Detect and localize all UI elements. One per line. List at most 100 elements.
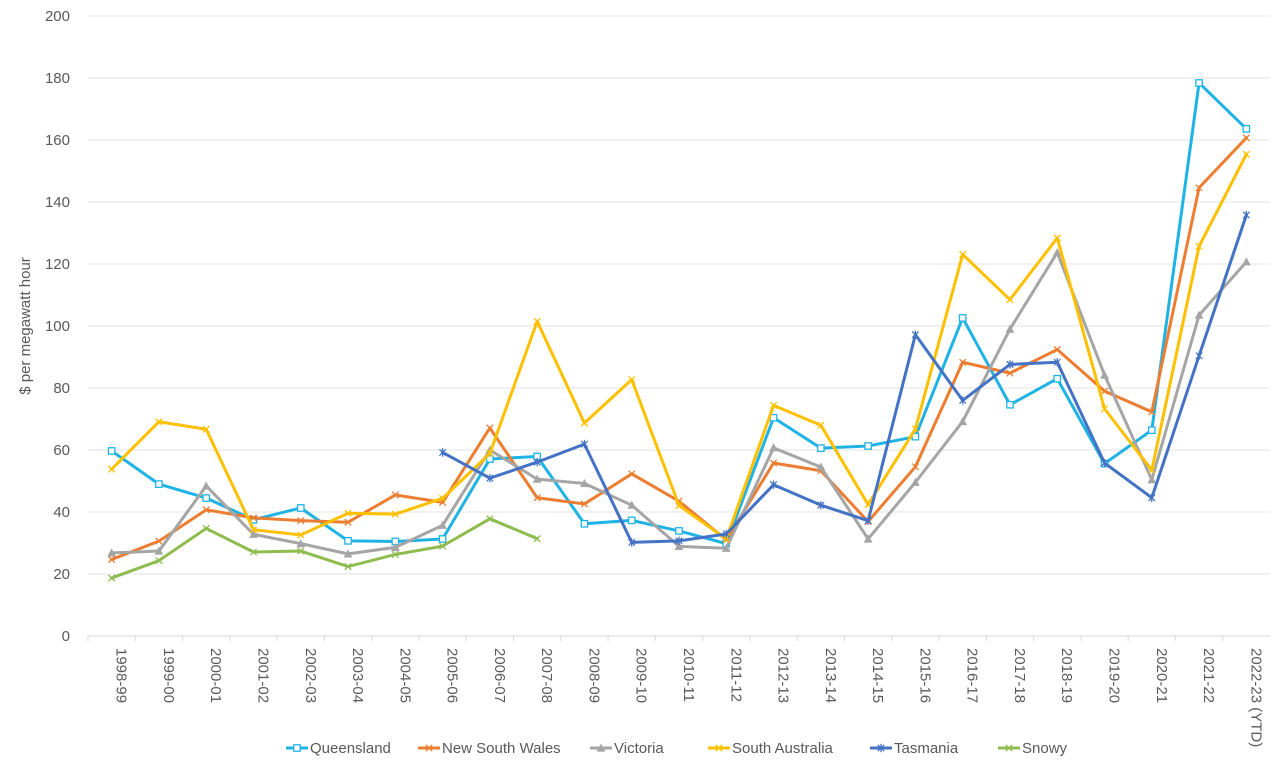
x-tick-label: 2019-20 [1106, 648, 1123, 703]
data-point [293, 744, 301, 752]
legend: Queensland New South Wales Victoria South A… [286, 740, 1068, 757]
data-point [864, 442, 872, 450]
series-new-south-wales [107, 134, 1251, 564]
data-point [1006, 295, 1014, 304]
data-point [864, 516, 872, 525]
data-point [1242, 150, 1251, 158]
data-point [1053, 358, 1061, 367]
x-tick-label: 2000-01 [207, 648, 224, 703]
data-point [1241, 257, 1251, 266]
x-tick-label: 2010-11 [680, 648, 697, 702]
data-point [390, 542, 400, 551]
legend-item: Snowy [998, 740, 1068, 757]
data-point [533, 317, 541, 326]
data-point [816, 462, 826, 471]
y-tick-label: 20 [53, 566, 70, 583]
y-tick-label: 40 [53, 504, 70, 521]
x-tick-label: 2015-16 [916, 648, 933, 703]
data-point [1100, 405, 1109, 413]
data-point [959, 358, 967, 366]
x-tick-label: 2009-10 [633, 648, 650, 703]
x-tick-label: 2021-22 [1200, 648, 1217, 703]
x-tick-label: 2020-21 [1153, 648, 1170, 703]
data-point [721, 543, 731, 552]
data-point [486, 424, 494, 432]
data-point [817, 500, 825, 510]
data-point [202, 524, 210, 533]
data-point [391, 510, 399, 518]
data-point [532, 474, 542, 483]
data-point [817, 421, 825, 429]
data-point [959, 250, 967, 259]
data-point [628, 538, 636, 547]
data-point [674, 541, 684, 551]
data-point [628, 470, 636, 478]
data-point [154, 546, 164, 555]
data-point [911, 463, 920, 471]
data-point [769, 459, 778, 467]
data-point [533, 457, 541, 467]
data-point [107, 465, 116, 473]
data-point [1006, 360, 1014, 369]
data-point [249, 529, 258, 538]
legend-label: Tasmania [894, 740, 959, 757]
x-tick-label: 2003-04 [349, 648, 366, 703]
data-point [425, 744, 433, 752]
data-point [202, 494, 211, 502]
y-tick-label: 80 [53, 380, 70, 397]
data-point [296, 504, 305, 512]
data-point [1147, 475, 1157, 484]
legend-item: New South Wales [418, 740, 561, 757]
y-tick-label: 120 [45, 256, 70, 273]
data-point [486, 474, 494, 483]
data-point [1053, 234, 1061, 242]
data-point [202, 425, 210, 433]
legend-item: South Australia [708, 740, 834, 757]
data-point [533, 494, 541, 502]
legend-item: Queensland [286, 740, 391, 757]
data-point [675, 501, 683, 510]
data-point [715, 744, 723, 752]
data-point [107, 574, 116, 582]
data-point [958, 416, 968, 426]
data-point [107, 555, 116, 564]
x-tick-label: 2008-09 [585, 648, 602, 703]
data-point [769, 480, 778, 489]
data-point [1100, 458, 1109, 468]
series-line [441, 213, 1248, 544]
series-victoria [107, 247, 1251, 558]
data-point [863, 534, 873, 543]
x-tick-label: 2002-03 [302, 648, 319, 703]
data-point [296, 539, 306, 548]
data-point [344, 509, 352, 517]
data-point [438, 542, 447, 550]
x-tick-label: 2001-02 [254, 648, 271, 703]
data-point [627, 516, 636, 525]
data-point [1195, 351, 1203, 360]
data-point [1195, 184, 1203, 192]
data-point [959, 396, 967, 405]
data-point [580, 419, 589, 427]
data-point [1005, 744, 1013, 752]
data-point [438, 520, 447, 529]
data-point [155, 418, 163, 426]
series-line [110, 152, 1248, 541]
data-point [580, 500, 589, 508]
data-point [1006, 369, 1014, 377]
y-tick-label: 0 [62, 628, 70, 645]
data-point [533, 535, 541, 543]
data-point [391, 491, 399, 499]
data-point [438, 448, 447, 457]
x-tick-label: 2011-12 [727, 648, 744, 702]
x-tick-label: 2012-13 [775, 648, 792, 703]
y-axis-title: $ per megawatt hour [17, 257, 34, 395]
legend-item: Tasmania [870, 740, 959, 757]
x-tick-label: 2005-06 [444, 648, 461, 703]
data-point [391, 550, 399, 559]
data-point [249, 548, 258, 556]
x-tick-label: 2004-05 [396, 648, 413, 703]
legend-item: Victoria [590, 740, 664, 757]
data-point [958, 314, 967, 322]
data-point [1195, 79, 1203, 87]
